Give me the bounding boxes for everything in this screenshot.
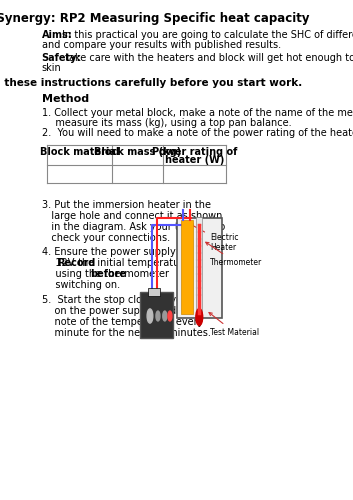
Circle shape — [156, 311, 160, 321]
Bar — [148, 288, 160, 296]
Text: take care with the heaters and block will get hot enough to burn your: take care with the heaters and block wil… — [61, 53, 353, 63]
Text: check your connections.: check your connections. — [42, 233, 170, 243]
Text: Power rating of: Power rating of — [152, 147, 237, 157]
Circle shape — [168, 311, 172, 321]
Bar — [140, 292, 173, 338]
Text: Method: Method — [42, 94, 89, 104]
Text: 12V.: 12V. — [46, 258, 79, 268]
Text: Read these instructions carefully before you start work.: Read these instructions carefully before… — [0, 78, 302, 88]
Text: 2.  You will need to make a note of the power rating of the heater.: 2. You will need to make a note of the p… — [42, 128, 353, 138]
Text: Electric
Heater: Electric Heater — [190, 224, 238, 252]
Text: minute for the next 10 minutes.: minute for the next 10 minutes. — [42, 328, 210, 338]
Text: AQA Synergy: RP2 Measuring Specific heat capacity: AQA Synergy: RP2 Measuring Specific heat… — [0, 12, 309, 25]
Text: in the diagram. Ask your teacher to: in the diagram. Ask your teacher to — [42, 222, 225, 232]
Text: Safety:: Safety: — [42, 53, 81, 63]
Text: Record: Record — [57, 258, 95, 268]
Text: Block mass (kg): Block mass (kg) — [94, 147, 181, 157]
Text: the initial temperature: the initial temperature — [75, 258, 189, 268]
Text: 4. Ensure the power supply is set to: 4. Ensure the power supply is set to — [42, 247, 217, 257]
Circle shape — [163, 311, 167, 321]
Bar — [177, 218, 222, 318]
Text: Aims:: Aims: — [42, 30, 72, 40]
Text: before: before — [90, 269, 126, 279]
Text: and compare your results with published results.: and compare your results with published … — [42, 40, 281, 50]
Text: 5.  Start the stop clock as you switch: 5. Start the stop clock as you switch — [42, 295, 222, 305]
Text: measure its mass (kg), using a top pan balance.: measure its mass (kg), using a top pan b… — [46, 118, 292, 128]
Text: skin: skin — [42, 63, 61, 73]
Text: on the power supply and make a: on the power supply and make a — [42, 306, 215, 316]
Text: Thermometer: Thermometer — [206, 242, 262, 267]
Text: Block material: Block material — [40, 147, 119, 157]
Text: large hole and connect it as shown: large hole and connect it as shown — [42, 211, 222, 221]
Text: heater (W): heater (W) — [165, 155, 224, 165]
Bar — [196, 217, 202, 313]
Bar — [181, 220, 193, 314]
Text: note of the temperature every: note of the temperature every — [42, 317, 203, 327]
Text: using the thermometer: using the thermometer — [46, 269, 172, 279]
Circle shape — [196, 308, 203, 326]
Circle shape — [147, 309, 153, 323]
Text: In this practical you are going to calculate the SHC of different materials: In this practical you are going to calcu… — [59, 30, 353, 40]
Text: 3. Put the immersion heater in the: 3. Put the immersion heater in the — [42, 200, 211, 210]
Text: Test Material: Test Material — [209, 312, 259, 337]
Text: switching on.: switching on. — [46, 280, 120, 290]
Text: 1. Collect your metal block, make a note of the name of the metals and: 1. Collect your metal block, make a note… — [42, 108, 353, 118]
